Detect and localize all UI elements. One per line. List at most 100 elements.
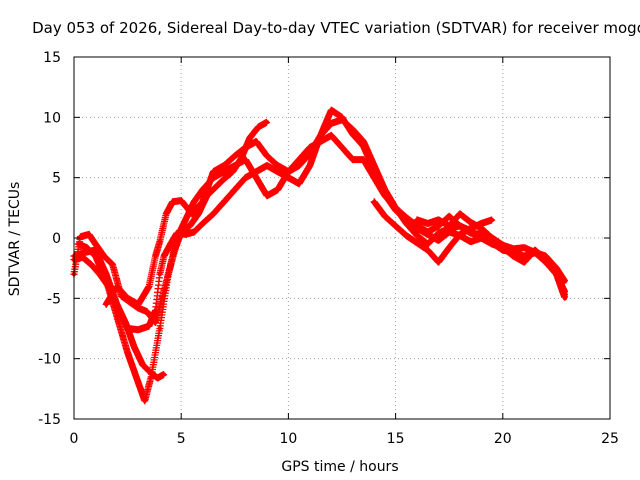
y-tick-label: -10 — [38, 352, 61, 368]
data-point — [131, 344, 137, 349]
data-point — [221, 169, 227, 174]
data-point — [264, 120, 270, 125]
data-point — [414, 217, 420, 223]
data-point — [191, 229, 197, 235]
data-point — [414, 223, 420, 229]
data-point — [350, 127, 355, 132]
data-point — [329, 107, 334, 113]
data-point — [307, 163, 312, 168]
data-point — [144, 309, 150, 314]
data-point — [200, 199, 205, 204]
data-point — [247, 135, 252, 140]
y-tick-label: -5 — [47, 291, 61, 307]
data-point — [125, 350, 130, 355]
data-point — [149, 370, 154, 376]
data-point — [339, 117, 345, 122]
data-point — [153, 308, 158, 313]
data-point — [436, 231, 441, 236]
y-axis-label: SDTVAR / TECUs — [7, 182, 23, 297]
data-point — [189, 211, 195, 217]
data-point — [562, 296, 568, 301]
series-markers — [74, 131, 568, 405]
data-point — [183, 232, 188, 237]
series-track-6 — [370, 198, 496, 266]
data-point — [232, 153, 237, 159]
data-point — [457, 211, 463, 217]
data-point — [447, 223, 452, 229]
data-point — [196, 211, 201, 217]
data-point — [522, 245, 527, 250]
data-point — [436, 238, 441, 243]
data-point — [489, 217, 495, 223]
data-point — [275, 187, 280, 192]
data-point — [221, 163, 227, 168]
data-point — [76, 241, 81, 247]
data-point — [157, 326, 162, 331]
data-point — [468, 226, 473, 231]
data-point — [256, 124, 261, 130]
data-point — [457, 232, 463, 237]
data-point — [436, 223, 441, 229]
data-point — [146, 284, 152, 289]
data-point — [243, 157, 248, 162]
data-point — [183, 217, 188, 223]
data-point — [264, 153, 270, 159]
data-point — [425, 221, 430, 226]
data-point — [168, 241, 173, 247]
x-tick-label: 25 — [601, 431, 619, 447]
data-point — [80, 255, 85, 260]
data-point — [142, 398, 147, 404]
data-point — [104, 302, 109, 307]
data-point — [264, 193, 270, 198]
data-point — [191, 199, 197, 204]
data-point — [329, 121, 334, 126]
data-point — [457, 223, 463, 229]
data-point — [125, 296, 130, 301]
data-point — [264, 163, 270, 168]
data-point — [393, 205, 398, 210]
data-point — [93, 241, 98, 247]
data-series — [70, 106, 568, 405]
data-point — [275, 169, 280, 174]
data-point — [468, 220, 473, 225]
data-point — [161, 253, 167, 259]
data-point — [82, 250, 87, 255]
data-point — [136, 327, 141, 332]
data-point — [339, 145, 345, 150]
data-point — [164, 211, 169, 217]
data-point — [232, 187, 237, 192]
data-point — [275, 163, 280, 168]
data-point — [110, 262, 115, 267]
y-tick-label: 5 — [52, 171, 61, 187]
data-point — [447, 245, 452, 250]
data-point — [157, 272, 162, 277]
data-point — [361, 139, 366, 144]
data-point — [123, 320, 128, 325]
data-point — [232, 163, 237, 168]
data-point — [468, 239, 473, 244]
y-tick-label: 10 — [43, 110, 61, 126]
data-point — [329, 133, 334, 138]
data-point — [243, 145, 248, 150]
data-point — [93, 253, 98, 259]
data-point — [500, 243, 505, 248]
data-point — [106, 284, 111, 289]
x-tick-label: 5 — [177, 431, 186, 447]
data-point — [170, 199, 175, 204]
data-point — [114, 314, 120, 319]
data-point — [89, 262, 94, 267]
data-point — [254, 175, 259, 180]
data-point — [361, 157, 366, 162]
data-point — [179, 198, 184, 203]
data-point — [436, 217, 441, 223]
data-point — [425, 247, 430, 253]
data-point — [114, 302, 120, 307]
data-point — [425, 241, 430, 247]
data-point — [511, 246, 516, 252]
data-point — [372, 163, 377, 168]
data-point — [425, 229, 430, 235]
y-tick-label: -15 — [38, 412, 61, 428]
data-point — [532, 247, 538, 253]
data-point — [489, 241, 495, 247]
